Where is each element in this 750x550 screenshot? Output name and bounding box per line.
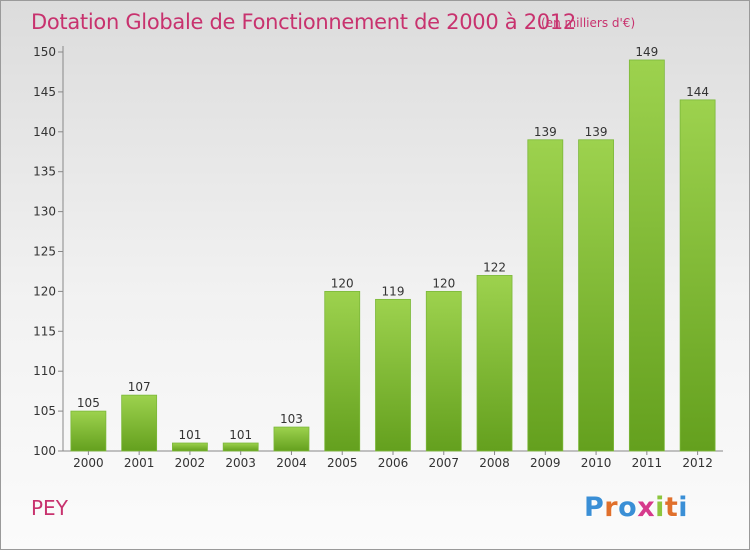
- y-tick-label: 130: [33, 205, 56, 219]
- y-tick-label: 135: [33, 165, 56, 179]
- x-tick-label: 2006: [378, 456, 409, 470]
- x-tick-label: 2000: [73, 456, 104, 470]
- bar: [172, 442, 208, 452]
- x-tick-label: 2008: [479, 456, 510, 470]
- x-tick-label: 2003: [225, 456, 256, 470]
- bar-value-label: 105: [77, 396, 100, 410]
- x-tick-label: 2009: [530, 456, 561, 470]
- bar: [324, 290, 361, 452]
- logo-letter: r: [604, 492, 619, 523]
- logo-letter: i: [655, 492, 665, 523]
- x-tick-label: 2002: [175, 456, 206, 470]
- bar: [425, 290, 462, 452]
- bar-value-label: 149: [635, 45, 658, 59]
- y-tick-label: 150: [33, 45, 56, 59]
- bar-value-label: 144: [686, 85, 709, 99]
- y-tick-label: 110: [33, 364, 56, 378]
- proxiti-logo[interactable]: Proxiti: [584, 491, 688, 525]
- y-tick-label: 115: [33, 324, 56, 338]
- x-tick-label: 2004: [276, 456, 307, 470]
- bar-value-label: 120: [432, 276, 455, 290]
- logo-letter: t: [664, 492, 679, 523]
- bar: [578, 139, 614, 452]
- logo-letter: o: [618, 492, 638, 523]
- bar: [476, 275, 513, 452]
- y-tick-label: 145: [33, 85, 56, 99]
- x-tick-label: 2001: [124, 456, 155, 470]
- x-tick-label: 2005: [327, 456, 358, 470]
- bar: [273, 426, 310, 452]
- x-tick-label: 2012: [682, 456, 713, 470]
- x-tick-label: 2010: [581, 456, 612, 470]
- place-name: PEY: [31, 496, 68, 520]
- y-tick-label: 140: [33, 125, 56, 139]
- chart-title: Dotation Globale de Fonctionnement de 20…: [31, 10, 576, 34]
- bar-value-label: 122: [483, 260, 506, 274]
- bar-value-label: 107: [128, 380, 151, 394]
- bar: [527, 139, 564, 452]
- logo-letter: i: [678, 492, 689, 523]
- x-tick-label: 2007: [428, 456, 459, 470]
- y-tick-label: 120: [33, 284, 56, 298]
- x-tick-label: 2011: [632, 456, 663, 470]
- logo-letter: x: [637, 492, 656, 523]
- bar: [679, 99, 716, 452]
- bar-value-label: 103: [280, 412, 303, 426]
- logo-letter: P: [584, 492, 605, 523]
- bar-value-label: 101: [229, 428, 252, 442]
- y-tick-label: 125: [33, 245, 56, 259]
- chart-unit-label: (en milliers d'€): [541, 16, 636, 30]
- y-tick-label: 100: [33, 444, 56, 458]
- bar-value-label: 119: [382, 284, 405, 298]
- bar: [70, 410, 107, 452]
- bar: [628, 59, 665, 452]
- bar-value-label: 139: [534, 125, 557, 139]
- y-tick-label: 105: [33, 404, 56, 418]
- bar: [121, 394, 158, 452]
- bar-value-label: 120: [331, 276, 354, 290]
- bar: [375, 298, 411, 452]
- bar-value-label: 139: [585, 125, 608, 139]
- bar-value-label: 101: [178, 428, 201, 442]
- bar: [222, 442, 259, 452]
